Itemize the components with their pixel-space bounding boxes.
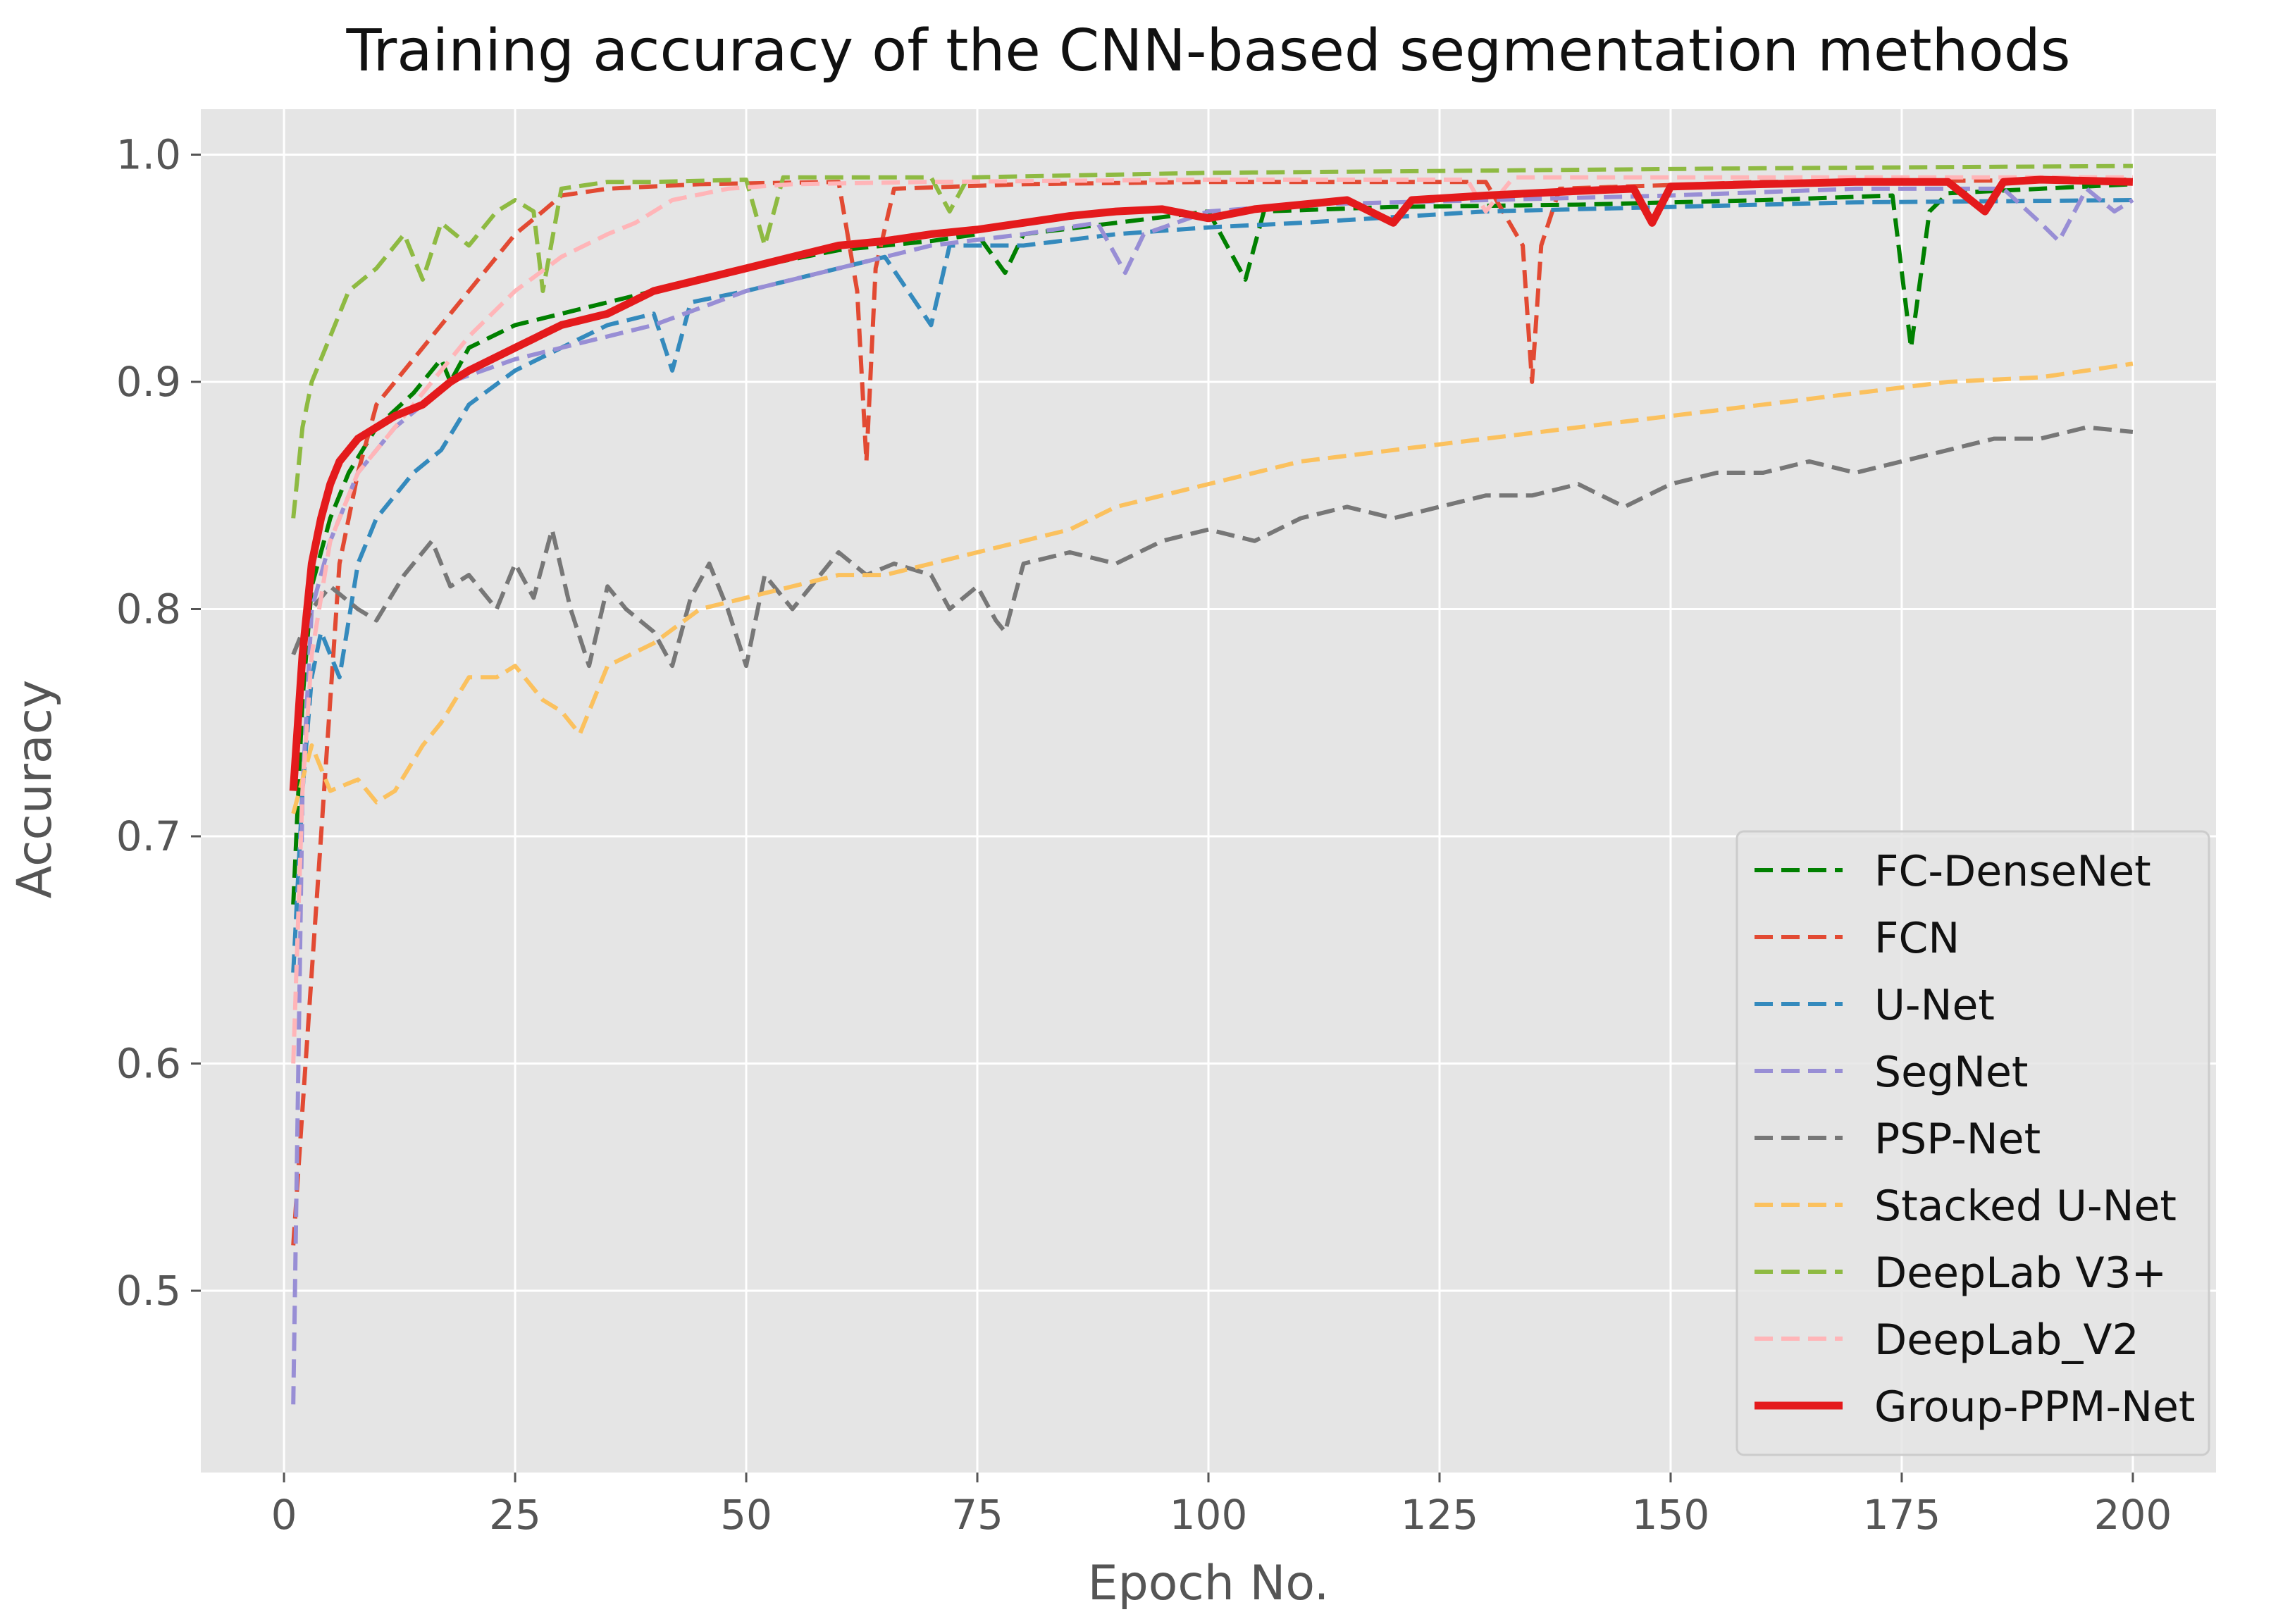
series-line-u-net (291, 198, 2133, 973)
y-tick-label: 0.5 (116, 1267, 181, 1315)
chart-title: Training accuracy of the CNN-based segme… (346, 18, 2071, 85)
series-layer (289, 163, 2134, 1405)
legend-entry-label[interactable]: DeepLab_V2 (1874, 1315, 2139, 1365)
x-tick-label: 50 (720, 1491, 772, 1539)
legend-box (1735, 830, 2210, 1456)
y-tick-label: 0.6 (116, 1040, 181, 1088)
legend-entry-label[interactable]: PSP-Net (1874, 1115, 2041, 1164)
y-axis-label: Accuracy (7, 680, 63, 898)
x-tick-label: 25 (489, 1491, 541, 1539)
y-tick-label: 0.8 (116, 585, 181, 633)
y-tick-label: 1.0 (116, 131, 181, 179)
x-tick-label: 200 (2094, 1491, 2172, 1539)
series-line-deeplab-v3- (291, 163, 2133, 519)
x-tick-label: 0 (271, 1491, 297, 1539)
y-tick-label: 0.7 (116, 812, 181, 860)
x-tick-label: 75 (951, 1491, 1003, 1539)
axes: 0 25 50 75 100 125 150 175 200 0.5 0.6 0.7 0.8 0.9 1.0 (116, 131, 2172, 1539)
x-tick-label: 125 (1401, 1491, 1479, 1539)
legend-entry-label[interactable]: DeepLab V3+ (1874, 1248, 2167, 1298)
legend-entry-label[interactable]: U-Net (1874, 981, 1995, 1030)
y-tick-label: 0.9 (116, 358, 181, 406)
legend-entry-label[interactable]: FC-DenseNet (1874, 847, 2151, 896)
series-line-fcn (291, 178, 2133, 1246)
x-tick-label: 150 (1632, 1491, 1710, 1539)
legend-entry-label[interactable]: Stacked U-Net (1874, 1182, 2177, 1231)
legend[interactable]: FC-DenseNet FCN U-Net SegNet PSP-Net Stacked … (1735, 830, 2210, 1456)
x-tick-label: 175 (1863, 1491, 1941, 1539)
series-line-stacked-u-net (291, 361, 2134, 814)
series-line-group-ppm-net (289, 175, 2134, 791)
legend-entry-label[interactable]: FCN (1874, 914, 1960, 963)
x-tick-label: 100 (1170, 1491, 1248, 1539)
legend-entry-label[interactable]: Group-PPM-Net (1874, 1382, 2195, 1432)
legend-entry-label[interactable]: SegNet (1874, 1048, 2028, 1097)
x-axis-label: Epoch No. (1088, 1556, 1330, 1611)
series-line-psp-net (291, 425, 2134, 669)
